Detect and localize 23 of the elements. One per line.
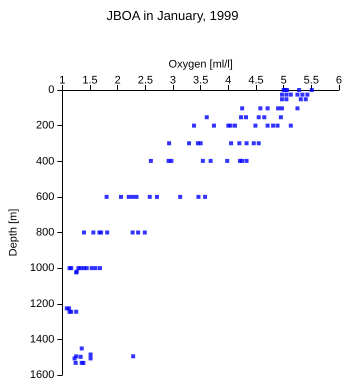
x-tick-label: 1 bbox=[59, 74, 66, 86]
x-tick-label: 1.5 bbox=[82, 74, 98, 86]
y-tick-label: 1200 bbox=[30, 298, 54, 310]
x-tick-label: 6 bbox=[336, 74, 342, 86]
x-tick-label: 2 bbox=[114, 74, 121, 86]
x-tick-label: 5 bbox=[280, 74, 287, 86]
x-tick-label: 4 bbox=[225, 74, 232, 86]
x-tick-label: 4.5 bbox=[248, 74, 264, 86]
y-tick-label: 200 bbox=[36, 120, 54, 132]
y-axis-title: Depth [m] bbox=[8, 208, 20, 256]
y-tick-label: 800 bbox=[36, 226, 54, 238]
y-tick-label: 600 bbox=[36, 190, 54, 203]
x-tick-label: 5.5 bbox=[304, 74, 319, 86]
y-tick-label: 0 bbox=[48, 84, 54, 96]
x-axis-title: Oxygen [ml/l] bbox=[168, 58, 233, 70]
y-tick-label: 1400 bbox=[30, 333, 54, 346]
x-tick-label: 3 bbox=[170, 74, 176, 86]
x-tick-label: 2.5 bbox=[138, 74, 153, 86]
y-tick-label: 400 bbox=[36, 155, 54, 168]
chart-title: JBOA in January, 1999 bbox=[106, 8, 239, 23]
y-tick-label: 1000 bbox=[30, 262, 54, 274]
y-tick-label: 1600 bbox=[30, 369, 54, 381]
x-tick-label: 3.5 bbox=[193, 74, 208, 86]
